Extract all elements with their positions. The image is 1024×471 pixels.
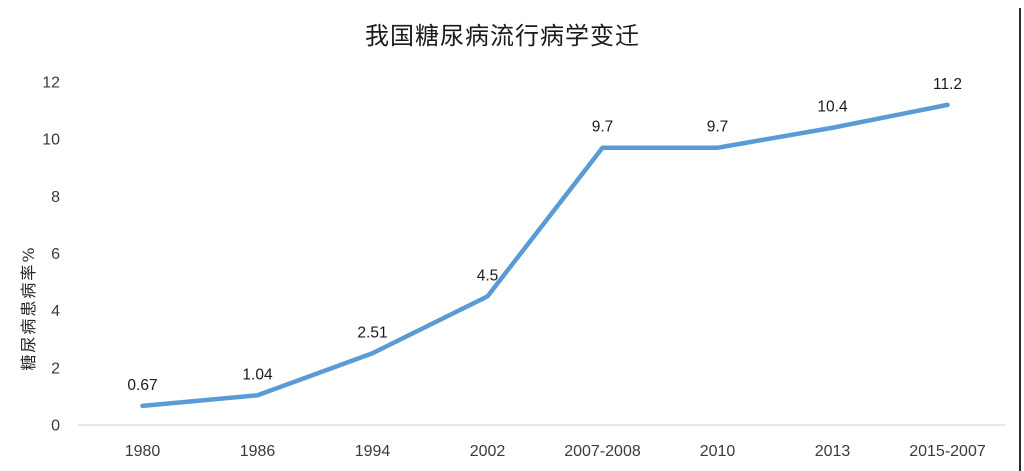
- y-tick-label: 6: [51, 246, 60, 263]
- data-label: 4.5: [477, 267, 499, 284]
- screenshot-right-border: [1019, 8, 1021, 471]
- x-tick-label: 1980: [125, 443, 161, 460]
- data-label: 0.67: [127, 377, 157, 394]
- x-tick-label: 2007-2008: [564, 443, 641, 460]
- data-label: 1.04: [242, 366, 273, 383]
- x-tick-label: 1994: [355, 443, 391, 460]
- chart-title: 我国糖尿病流行病学变迁: [365, 22, 640, 50]
- y-axis-title: 糖尿病患病率%: [19, 245, 38, 371]
- x-tick-label: 2010: [700, 443, 736, 460]
- x-tick-label: 2002: [470, 443, 506, 460]
- data-series-line: [140, 102, 950, 409]
- data-label: 9.7: [592, 119, 614, 136]
- y-tick-label: 0: [51, 418, 60, 435]
- y-tick-label: 2: [51, 360, 60, 377]
- y-tick-label: 12: [42, 75, 60, 92]
- x-tick-label: 1986: [240, 443, 276, 460]
- data-label: 2.51: [357, 324, 387, 341]
- y-tick-label: 8: [51, 189, 60, 206]
- data-label: 10.4: [817, 99, 848, 116]
- y-tick-label: 10: [42, 132, 60, 149]
- data-label: 9.7: [707, 119, 729, 136]
- x-tick-label: 2013: [815, 443, 851, 460]
- data-label: 11.2: [933, 76, 962, 93]
- x-tick-label: 2015-2007: [909, 443, 986, 460]
- y-tick-label: 4: [51, 303, 60, 320]
